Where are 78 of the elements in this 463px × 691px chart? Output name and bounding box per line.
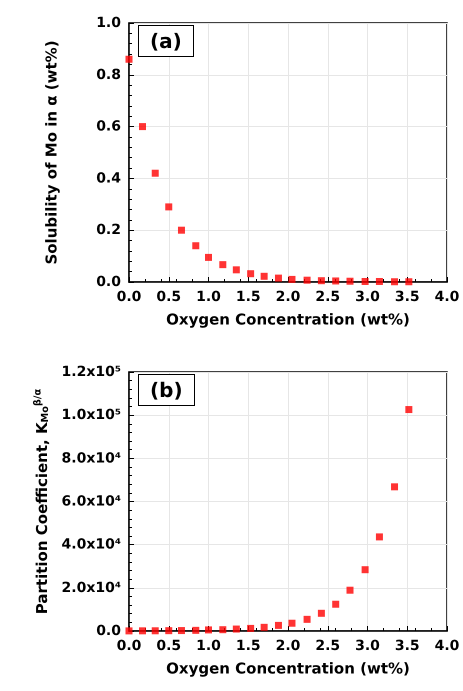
x-tick-label: 0.5 [156, 638, 182, 654]
point [232, 626, 240, 633]
point [178, 226, 185, 234]
x-tick-label: 2.5 [315, 638, 340, 654]
x-tick-label: 2.5 [315, 289, 340, 305]
point [219, 626, 226, 634]
y-tick-label: 4.0x10⁴ [62, 536, 121, 553]
x-tick-label: 3.0 [355, 289, 380, 305]
point [288, 276, 296, 283]
y-tick-label: 0.4 [96, 170, 122, 186]
point [152, 627, 159, 634]
point [126, 56, 132, 63]
point [205, 626, 212, 634]
point [332, 600, 340, 608]
point [152, 170, 159, 177]
point [304, 276, 311, 284]
x-tick-label: 0.5 [156, 289, 182, 305]
y-tick-label: 1.2x10⁵ [62, 364, 121, 380]
point [247, 270, 254, 278]
x-tick-label: 3.5 [394, 638, 420, 654]
point [274, 274, 282, 282]
point [205, 254, 212, 261]
x-tick-label: 1.5 [236, 638, 261, 654]
point [232, 266, 240, 274]
y-tick-label: 0.2 [96, 222, 121, 238]
x-tick-label: 0.0 [116, 289, 142, 305]
point [260, 272, 268, 280]
point [362, 278, 369, 285]
point [178, 627, 185, 634]
annotation: (b) [150, 378, 183, 402]
point [376, 278, 383, 285]
point [274, 622, 282, 629]
x-tick-label: 1.0 [196, 289, 222, 305]
point [318, 610, 325, 617]
point [405, 278, 412, 286]
point [346, 586, 354, 594]
point [318, 277, 325, 284]
y-axis-title: Solubility of Mo in α (wt%) [42, 40, 60, 265]
point [219, 261, 226, 268]
x-tick-label: 2.0 [276, 638, 301, 654]
y-axis-title: Partition Coefficient, KMoβ/α [32, 388, 52, 614]
point [346, 278, 354, 285]
x-axis-title: Oxygen Concentration (wt%) [166, 660, 410, 678]
y-tick-label: 0.6 [96, 118, 121, 135]
x-axis-title: Oxygen Concentration (wt%) [166, 310, 410, 328]
x-tick-label: 1.5 [236, 289, 261, 305]
point [192, 242, 200, 250]
point [192, 626, 200, 634]
x-tick-label: 1.0 [196, 638, 222, 654]
y-tick-label: 2.0x10⁴ [62, 580, 121, 596]
point [247, 624, 254, 632]
point [332, 277, 340, 284]
x-tick-label: 4.0 [434, 638, 460, 654]
y-tick-label: 1.0x10⁵ [62, 407, 121, 424]
point [391, 483, 398, 490]
y-tick-label: 8.0x10⁴ [62, 450, 121, 466]
point [139, 123, 146, 130]
x-tick-label: 3.0 [355, 638, 380, 654]
annotation: (a) [150, 29, 182, 53]
point [304, 616, 311, 623]
point [362, 566, 369, 574]
point [165, 203, 172, 210]
y-tick-label: 1.0 [96, 15, 122, 31]
y-tick-label: 6.0x10⁴ [62, 494, 121, 510]
y-tick-label: 0.8 [96, 66, 121, 83]
point [139, 627, 146, 634]
x-tick-label: 3.5 [394, 289, 420, 305]
x-tick-label: 0.0 [116, 638, 142, 654]
point [165, 627, 172, 634]
point [288, 620, 296, 627]
y-tick-label: 0.0 [96, 274, 122, 290]
x-tick-label: 2.0 [276, 289, 301, 305]
x-tick-label: 4.0 [434, 289, 460, 305]
point [260, 624, 268, 631]
point [391, 278, 398, 286]
point [376, 533, 383, 540]
y-tick-label: 0.0 [96, 623, 122, 639]
point [405, 406, 412, 414]
